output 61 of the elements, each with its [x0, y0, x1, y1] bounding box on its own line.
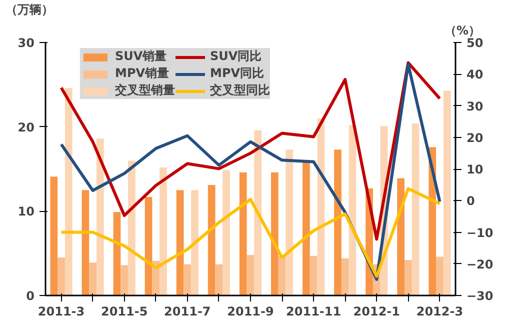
y-tick-label: 30: [18, 36, 35, 50]
legend-label: 交叉型销量: [115, 82, 175, 99]
y2-tick-label: 10: [466, 162, 484, 176]
x-tick-label: 2011-3: [38, 304, 85, 318]
x-tick-label: 2011-11: [286, 304, 342, 318]
bar: [50, 176, 58, 296]
bar: [58, 258, 65, 296]
y2-tick-label: 20: [466, 130, 484, 145]
x-tick-label: 2012-1: [353, 304, 400, 318]
bar: [160, 167, 167, 296]
y-axis-title: （万辆）: [6, 2, 54, 16]
bar: [120, 265, 128, 296]
bar: [254, 130, 262, 296]
y2-tick-label: −20: [466, 257, 494, 272]
legend-label: MPV同比: [210, 65, 264, 82]
y2-tick-label: −30: [466, 289, 494, 303]
bar: [82, 190, 90, 296]
bar: [310, 256, 318, 296]
bar: [89, 262, 96, 296]
y2-axis-title: （%）: [444, 24, 481, 38]
legend-label: SUV销量: [115, 48, 167, 65]
line-series: [60, 61, 442, 241]
bar: [302, 160, 310, 296]
y2-tick-label: 50: [466, 36, 484, 50]
bar: [239, 172, 247, 296]
bar: [334, 150, 342, 296]
y-tick-label: 10: [18, 204, 35, 219]
bar: [176, 190, 184, 296]
bar: [246, 255, 254, 296]
x-tick-label: 2011-7: [164, 304, 211, 318]
y2-tick-label: 0: [466, 194, 475, 208]
bar: [208, 185, 216, 296]
bar: [412, 123, 420, 296]
bar: [113, 212, 121, 296]
bar: [436, 256, 444, 296]
x-tick-label: 2011-9: [227, 304, 274, 318]
legend-label: 交叉型同比: [210, 82, 270, 99]
bar: [128, 160, 136, 296]
x-tick-label: 2012-3: [416, 304, 464, 318]
bar: [404, 260, 412, 296]
bar: [443, 90, 451, 296]
bar: [271, 172, 278, 296]
y2-tick-label: −10: [466, 226, 494, 240]
y-tick-label: 20: [18, 120, 35, 134]
bar: [215, 264, 223, 296]
y2-tick-label: 40: [466, 68, 484, 82]
bar: [144, 196, 152, 296]
x-tick-label: 2011-5: [100, 304, 148, 318]
bar: [191, 190, 198, 296]
legend-label: MPV销量: [115, 65, 170, 82]
bar: [184, 264, 192, 296]
bar: [286, 150, 294, 296]
y2-tick-label: 30: [466, 99, 484, 114]
y-tick-label: 0: [26, 289, 35, 303]
bar: [64, 88, 72, 296]
legend-label: SUV同比: [210, 48, 262, 65]
bar: [341, 258, 349, 296]
bar: [96, 138, 104, 296]
bar: [397, 178, 405, 296]
bar: [222, 170, 230, 296]
line-series: [60, 187, 442, 278]
